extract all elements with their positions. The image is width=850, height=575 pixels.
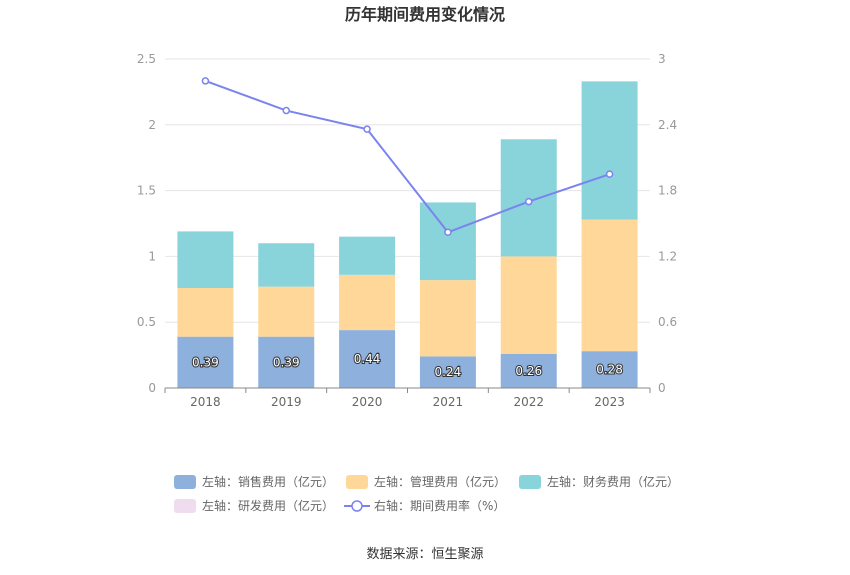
bars: 0.39 0.39 0.44 0.24 0.26 0.28 bbox=[177, 81, 638, 388]
bar-segment bbox=[339, 330, 396, 388]
source-note: 数据来源：恒生聚源 bbox=[366, 547, 483, 562]
x-tick-label: 2019 bbox=[271, 395, 302, 409]
bar-data-label: 0.44 bbox=[354, 352, 381, 366]
left-axis: 0 0.5 1 1.5 2 2.5 bbox=[137, 52, 156, 395]
line-path bbox=[205, 79, 610, 234]
left-tick-label: 1 bbox=[148, 249, 156, 263]
bar-data-label: 0.39 bbox=[273, 355, 300, 369]
left-tick-label: 0.5 bbox=[137, 315, 156, 329]
left-tick-label: 2.5 bbox=[137, 52, 156, 66]
bar-segment bbox=[339, 236, 396, 275]
line-point bbox=[282, 106, 290, 115]
x-tick-label: 2020 bbox=[352, 395, 383, 409]
legend-label: 左轴：销售费用（亿元） bbox=[202, 474, 334, 489]
line-point bbox=[363, 125, 371, 133]
right-tick-label: 3 bbox=[658, 52, 666, 66]
bar-segment bbox=[500, 353, 557, 388]
right-tick-label: 0.6 bbox=[658, 315, 677, 329]
bar-segment bbox=[419, 280, 476, 357]
bar-segment bbox=[419, 202, 476, 281]
right-tick-label: 1.2 bbox=[658, 249, 677, 263]
x-tick-label: 2021 bbox=[433, 395, 464, 409]
right-tick-label: 1.8 bbox=[658, 184, 677, 198]
legend-swatch bbox=[346, 475, 368, 489]
right-tick-label: 2.4 bbox=[658, 118, 677, 132]
x-tick-label: 2018 bbox=[190, 395, 221, 409]
right-axis: 0 0.6 1.2 1.8 2.4 3 bbox=[658, 52, 677, 395]
line-point bbox=[201, 77, 210, 85]
left-tick-label: 1.5 bbox=[137, 184, 156, 198]
line-point bbox=[444, 228, 452, 237]
bar-segment bbox=[581, 351, 638, 388]
bar-segment bbox=[177, 336, 234, 388]
bar-data-label: 0.24 bbox=[435, 365, 462, 379]
legend-swatch bbox=[174, 499, 196, 513]
legend-label: 左轴：研发费用（亿元） bbox=[202, 498, 334, 513]
bar-data-label: 0.28 bbox=[596, 363, 623, 377]
bar-segment bbox=[258, 336, 315, 388]
left-tick-label: 0 bbox=[148, 381, 156, 395]
right-tick-label: 0 bbox=[658, 381, 666, 395]
bar-segment bbox=[339, 274, 396, 331]
bar-segment bbox=[581, 219, 638, 352]
legend-label: 右轴：期间费用率（%） bbox=[374, 498, 505, 513]
bar-segment bbox=[177, 287, 234, 337]
bar-segment bbox=[581, 81, 638, 220]
chart-title: 历年期间费用变化情况 bbox=[345, 5, 505, 24]
legend: 左轴：销售费用（亿元） 左轴：管理费用（亿元） 左轴：财务费用（亿元） 左轴：研发费用… bbox=[174, 474, 679, 513]
legend-marker bbox=[351, 500, 363, 512]
bar-segment bbox=[258, 243, 315, 287]
bar-segment bbox=[177, 231, 234, 288]
legend-label: 左轴：财务费用（亿元） bbox=[547, 474, 679, 489]
line-point bbox=[605, 170, 614, 178]
legend-swatch bbox=[519, 475, 541, 489]
line-point bbox=[525, 197, 533, 206]
x-tick-label: 2023 bbox=[594, 395, 625, 409]
grid bbox=[165, 58, 650, 323]
bar-segment bbox=[419, 356, 476, 388]
x-axis: 2018 2019 2020 2021 2022 2023 bbox=[164, 387, 651, 409]
legend-swatch bbox=[174, 475, 196, 489]
legend-label: 左轴：管理费用（亿元） bbox=[374, 474, 506, 489]
bar-data-label: 0.39 bbox=[192, 355, 219, 369]
left-tick-label: 2 bbox=[148, 118, 156, 132]
bar-segment bbox=[258, 286, 315, 337]
bar-segment bbox=[500, 256, 557, 354]
bar-data-label: 0.26 bbox=[515, 364, 542, 378]
x-tick-label: 2022 bbox=[513, 395, 544, 409]
line-series bbox=[201, 77, 614, 237]
